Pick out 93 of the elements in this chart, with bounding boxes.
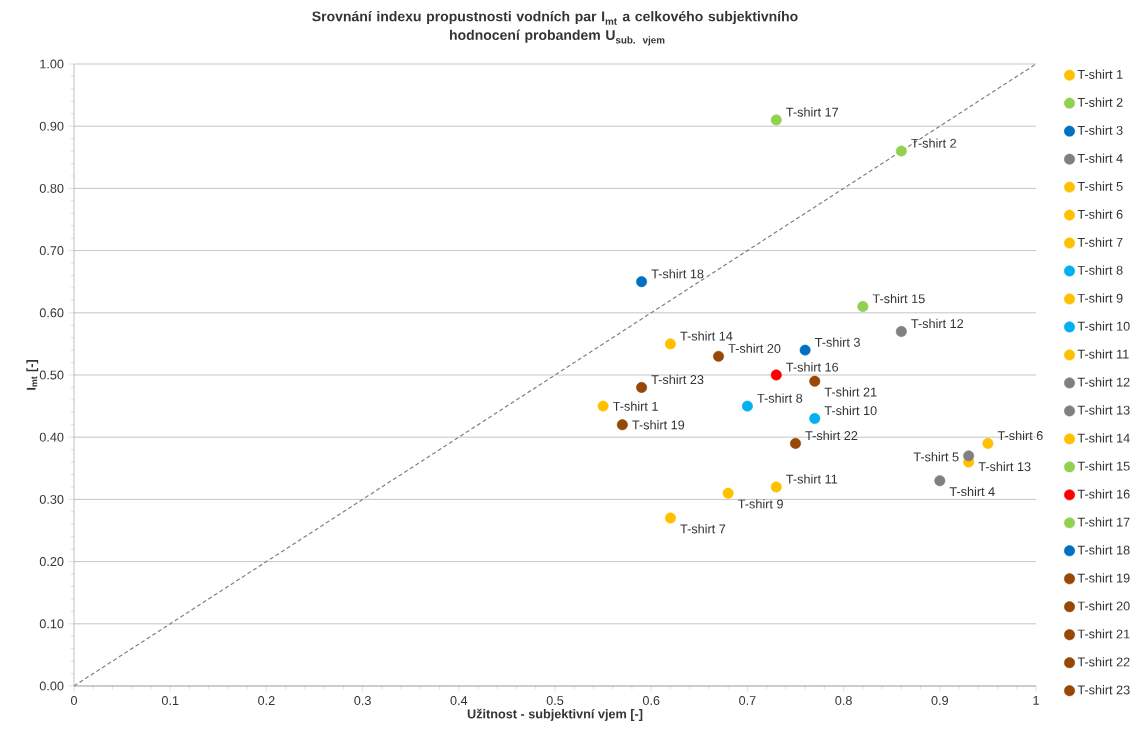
legend-label: T-shirt 22 <box>1077 657 1130 667</box>
point <box>799 344 811 356</box>
point <box>809 375 821 387</box>
point <box>982 437 994 449</box>
text: T-shirt 9 <box>738 499 783 509</box>
x-tick-label: 0.7 <box>739 696 756 706</box>
legend-label: T-shirt 12 <box>1077 377 1130 387</box>
text: T-shirt 14 <box>680 331 733 341</box>
text: T-shirt 7 <box>680 524 726 534</box>
text: T-shirt 17 <box>786 107 839 117</box>
x-tick-label: 0.5 <box>546 696 564 706</box>
point <box>963 450 975 462</box>
text: T-shirt 15 <box>872 293 925 304</box>
text: T-shirt 5 <box>913 452 959 462</box>
y-tick-label: 0.20 <box>39 557 64 567</box>
y-tick-label: 1.00 <box>40 59 64 69</box>
legend-label: T-shirt 2 <box>1077 97 1123 107</box>
legend-label: T-shirt 23 <box>1077 685 1130 695</box>
text: T-shirt 19 <box>632 420 685 430</box>
text: T-shirt 8 <box>757 393 803 403</box>
legend-label: T-shirt 6 <box>1077 209 1123 219</box>
point <box>636 381 648 393</box>
point <box>636 276 648 288</box>
x-tick-label: 0 <box>70 696 78 706</box>
y-tick-label: 0.70 <box>39 246 64 256</box>
text: T-shirt 11 <box>786 474 838 484</box>
text: T-shirt 23 <box>651 374 704 385</box>
y-tick-label: 0.90 <box>39 121 64 131</box>
point <box>741 400 753 412</box>
x-axis-title: Užitnost - subjektivní vjem [-] <box>467 708 643 721</box>
x-tick-label: 0.1 <box>161 696 179 706</box>
text: T-shirt 4 <box>949 486 995 497</box>
text: T-shirt 22 <box>805 430 858 441</box>
text: T-shirt 12 <box>911 318 964 329</box>
x-tick-label: 0.2 <box>258 696 275 706</box>
text: T-shirt 10 <box>824 405 877 416</box>
x-tick-label: 0.9 <box>931 696 949 706</box>
x-tick-label: 0.3 <box>354 696 371 706</box>
text: T-shirt 13 <box>978 461 1031 472</box>
legend-label: T-shirt 1 <box>1077 69 1123 79</box>
y-tick-label: 0.50 <box>39 370 64 380</box>
point <box>857 301 869 313</box>
x-tick-label: 0.4 <box>450 696 468 706</box>
y-tick-label: 0.80 <box>39 183 64 193</box>
legend-label: T-shirt 17 <box>1077 517 1130 527</box>
legend-label: T-shirt 18 <box>1077 545 1130 555</box>
y-tick-label: 0.10 <box>39 619 64 629</box>
legend-label: T-shirt 16 <box>1077 489 1130 499</box>
text: T-shirt 16 <box>786 362 839 372</box>
y-tick-label: 0.60 <box>39 308 64 318</box>
point <box>770 481 782 493</box>
legend-label: T-shirt 7 <box>1077 237 1123 247</box>
legend-label: T-shirt 10 <box>1077 321 1130 331</box>
legend-label: T-shirt 9 <box>1077 293 1123 303</box>
point <box>895 325 907 337</box>
legend-label: T-shirt 3 <box>1077 125 1123 135</box>
text: T-shirt 20 <box>728 343 781 353</box>
legend-label: T-shirt 5 <box>1077 181 1123 191</box>
legend-label: T-shirt 4 <box>1077 153 1123 163</box>
text: T-shirt 3 <box>815 337 860 347</box>
point <box>597 400 609 412</box>
legend-label: T-shirt 19 <box>1077 573 1130 583</box>
point <box>664 338 676 350</box>
legend-label: T-shirt 13 <box>1077 405 1130 415</box>
legend-label: T-shirt 11 <box>1077 349 1129 359</box>
text: T-shirt 6 <box>997 430 1043 441</box>
point <box>713 350 725 362</box>
legend-label: T-shirt 8 <box>1077 265 1123 275</box>
chart-title: $\textbf{Srovnání indexu propustnosti vodních par I}_{\textbf{mt}}\textbf{ a celkového subjektivního}\allowbreak\textbf{ hodnocení probandem U}_{\textbf{sub. vjem}}$ <box>312 10 798 46</box>
y-axis-title: I$_{mt}$ [-] <box>26 360 39 390</box>
point <box>934 475 946 487</box>
y-tick-label: 0.00 <box>39 681 64 691</box>
text: T-shirt 21 <box>824 387 877 397</box>
text: T-shirt 2 <box>911 138 957 148</box>
y-tick-label: 0.40 <box>39 432 64 442</box>
point <box>809 413 821 425</box>
legend-label: T-shirt 21 <box>1077 629 1130 639</box>
point <box>770 369 782 381</box>
text: T-shirt 18 <box>651 269 704 279</box>
point <box>790 437 801 449</box>
point <box>895 145 907 157</box>
y-tick-label: 0.30 <box>39 494 64 504</box>
point <box>616 419 628 431</box>
legend-label: T-shirt 14 <box>1077 433 1130 443</box>
point <box>770 114 782 126</box>
legend-label: T-shirt 15 <box>1077 461 1130 471</box>
x-tick-label: 0.8 <box>835 696 852 706</box>
x-tick-label: 1 <box>1033 696 1039 705</box>
x-tick-label: 0.6 <box>642 696 660 706</box>
point <box>722 487 734 499</box>
point <box>664 512 676 524</box>
legend-label: T-shirt 20 <box>1077 601 1130 611</box>
text: T-shirt 1 <box>613 401 658 411</box>
